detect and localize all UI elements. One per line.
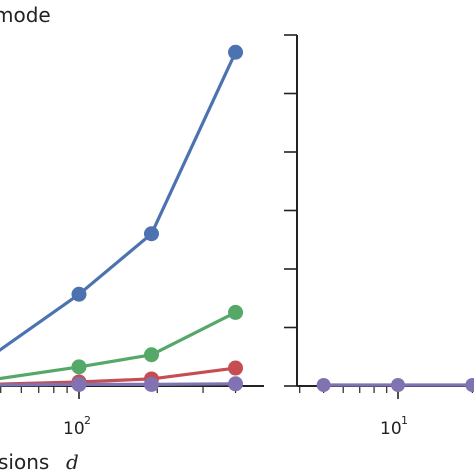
- x-axis-label-variable: d: [66, 450, 79, 474]
- left-plot: [0, 44, 264, 399]
- right-series-0-point: [391, 378, 405, 392]
- left-x-tick-exp: 2: [84, 414, 91, 427]
- left-series-0-point: [228, 44, 244, 60]
- left-series-2-line: [0, 366, 236, 386]
- left-series-0-line: [0, 51, 237, 352]
- left-series-1-point: [71, 359, 87, 375]
- left-x-tick-label: 10 2: [63, 414, 91, 439]
- left-series-3-point: [143, 376, 159, 392]
- x-axis-label-text: sions: [0, 450, 49, 474]
- right-x-tick-base: 10: [380, 419, 402, 439]
- left-x-axis-label: sions d: [0, 450, 79, 474]
- left-series-1-line: [0, 310, 237, 381]
- left-series-0-point: [143, 226, 159, 242]
- right-x-tick-exp: 1: [401, 414, 408, 427]
- left-series-3-point: [228, 376, 244, 392]
- left-series-2-point: [228, 360, 244, 376]
- left-series-0-point: [71, 286, 87, 302]
- right-x-tick-label: 10 1: [380, 414, 408, 439]
- right-series-0-point: [465, 378, 474, 392]
- left-x-tick-base: 10: [63, 419, 85, 439]
- left-series-3-line: [0, 382, 236, 387]
- right-plot: [284, 34, 474, 399]
- left-chart-title: mode: [0, 3, 51, 27]
- left-series-3-point: [71, 376, 87, 392]
- left-series-1-point: [228, 304, 244, 320]
- left-series-1-point: [143, 347, 159, 363]
- right-series-0-point: [316, 378, 331, 392]
